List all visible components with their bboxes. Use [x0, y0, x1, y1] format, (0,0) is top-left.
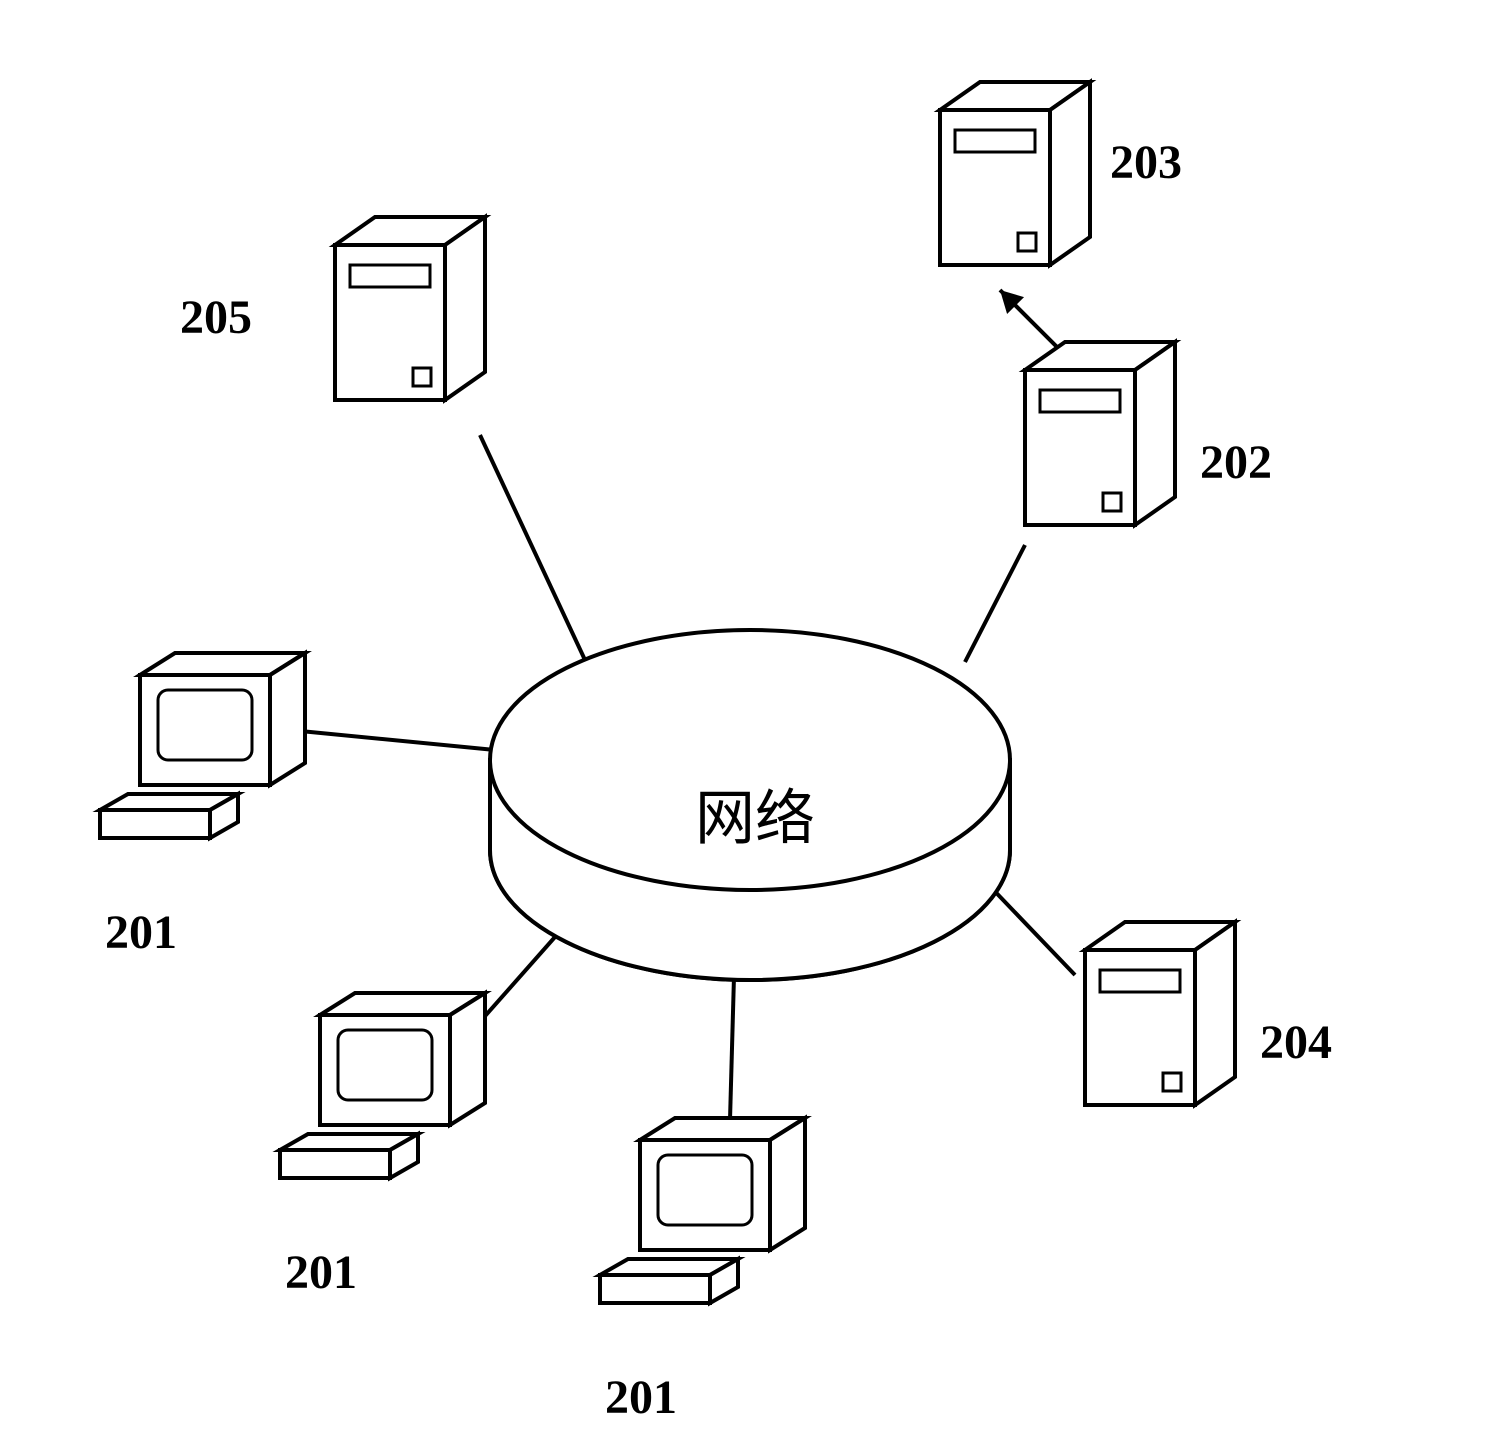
- cloud-label: 网络: [695, 770, 815, 857]
- node-202: [1025, 342, 1175, 525]
- node-203: [940, 82, 1090, 265]
- node-204: [1085, 922, 1235, 1105]
- network-diagram: [0, 0, 1501, 1451]
- node-205: [335, 217, 485, 400]
- node-201a: [100, 653, 305, 838]
- node-label-203: 203: [1110, 135, 1182, 190]
- node-label-205: 205: [180, 290, 252, 345]
- node-label-202: 202: [1200, 435, 1272, 490]
- node-201c: [600, 1118, 805, 1303]
- node-201b: [280, 993, 485, 1178]
- node-label-201b: 201: [285, 1245, 357, 1300]
- node-label-201a: 201: [105, 905, 177, 960]
- node-label-201c: 201: [605, 1370, 677, 1425]
- node-label-204: 204: [1260, 1015, 1332, 1070]
